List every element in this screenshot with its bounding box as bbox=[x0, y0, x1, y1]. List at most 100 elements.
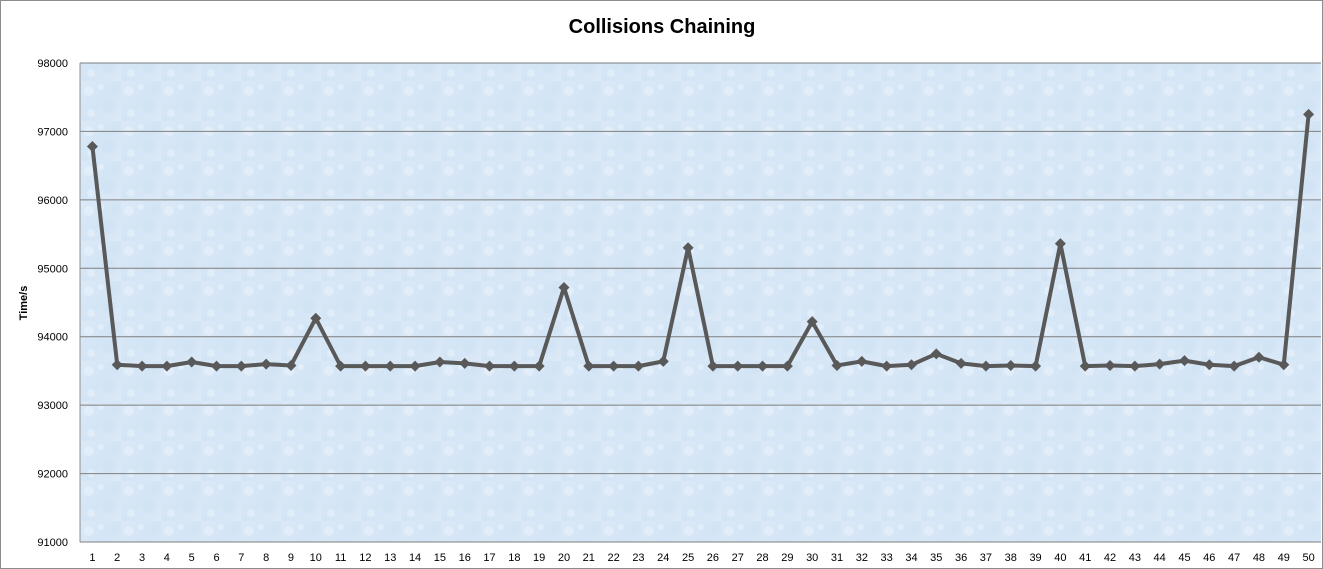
data-point bbox=[1129, 360, 1141, 372]
y-axis-ticks: 91000 92000 93000 94000 95000 96000 97000 98000 bbox=[37, 58, 68, 549]
x-tick-label: 27 bbox=[732, 552, 744, 564]
data-point bbox=[930, 348, 942, 360]
x-tick-label: 3 bbox=[139, 552, 145, 564]
x-tick-label: 19 bbox=[533, 552, 545, 564]
data-point bbox=[111, 359, 123, 371]
data-point bbox=[310, 312, 322, 324]
series-layer bbox=[86, 108, 1315, 372]
x-tick-label: 8 bbox=[263, 552, 269, 564]
x-tick-label: 12 bbox=[359, 552, 371, 564]
x-tick-label: 46 bbox=[1203, 552, 1215, 564]
x-tick-label: 38 bbox=[1005, 552, 1017, 564]
x-tick-label: 41 bbox=[1079, 552, 1091, 564]
x-tick-label: 43 bbox=[1129, 552, 1141, 564]
data-point bbox=[757, 360, 769, 372]
data-point bbox=[161, 360, 173, 372]
x-tick-label: 37 bbox=[980, 552, 992, 564]
data-point bbox=[1178, 355, 1190, 367]
y-tick-label: 91000 bbox=[37, 537, 68, 549]
x-tick-label: 30 bbox=[806, 552, 818, 564]
data-point bbox=[980, 360, 992, 372]
x-tick-label: 14 bbox=[409, 552, 421, 564]
x-tick-label: 33 bbox=[881, 552, 893, 564]
x-tick-label: 34 bbox=[905, 552, 917, 564]
x-tick-label: 40 bbox=[1054, 552, 1066, 564]
x-tick-label: 7 bbox=[238, 552, 244, 564]
x-tick-label: 49 bbox=[1278, 552, 1290, 564]
data-point bbox=[459, 357, 471, 369]
data-point bbox=[682, 242, 694, 254]
data-point bbox=[235, 360, 247, 372]
data-point bbox=[707, 360, 719, 372]
x-tick-label: 25 bbox=[682, 552, 694, 564]
x-tick-label: 5 bbox=[189, 552, 195, 564]
data-point bbox=[806, 316, 818, 328]
data-point bbox=[1030, 360, 1042, 372]
data-point bbox=[409, 360, 421, 372]
x-tick-label: 10 bbox=[310, 552, 322, 564]
data-point bbox=[1303, 108, 1315, 120]
data-point bbox=[657, 355, 669, 367]
x-tick-label: 47 bbox=[1228, 552, 1240, 564]
x-tick-label: 50 bbox=[1302, 552, 1314, 564]
y-tick-label: 93000 bbox=[37, 400, 68, 412]
data-point bbox=[136, 360, 148, 372]
x-tick-label: 31 bbox=[831, 552, 843, 564]
data-point bbox=[508, 360, 520, 372]
x-tick-label: 42 bbox=[1104, 552, 1116, 564]
x-tick-label: 2 bbox=[114, 552, 120, 564]
x-tick-label: 23 bbox=[632, 552, 644, 564]
data-point bbox=[1253, 351, 1265, 363]
x-tick-label: 21 bbox=[583, 552, 595, 564]
x-tick-label: 15 bbox=[434, 552, 446, 564]
data-point bbox=[558, 281, 570, 293]
y-tick-label: 94000 bbox=[37, 332, 68, 344]
x-tick-label: 26 bbox=[707, 552, 719, 564]
data-point bbox=[211, 360, 223, 372]
x-tick-label: 17 bbox=[483, 552, 495, 564]
data-point bbox=[881, 360, 893, 372]
x-tick-label: 29 bbox=[781, 552, 793, 564]
y-tick-label: 97000 bbox=[37, 126, 68, 138]
x-tick-label: 18 bbox=[508, 552, 520, 564]
data-point bbox=[260, 358, 272, 370]
x-axis-ticks: 1 2 3 4 5 6 7 8 9 10 11 12 13 14 15 16 17 18 19 20 21 22 23 24 2… bbox=[89, 552, 1314, 564]
chart-title: Collisions Chaining bbox=[569, 16, 756, 38]
x-tick-label: 24 bbox=[657, 552, 669, 564]
x-tick-label: 11 bbox=[335, 552, 346, 564]
y-tick-label: 96000 bbox=[37, 195, 68, 207]
y-tick-label: 98000 bbox=[37, 58, 68, 70]
data-point bbox=[434, 356, 446, 368]
x-tick-label: 22 bbox=[608, 552, 620, 564]
y-axis-label: Time/s bbox=[18, 286, 30, 321]
data-point bbox=[781, 360, 793, 372]
x-tick-label: 16 bbox=[459, 552, 471, 564]
x-tick-label: 32 bbox=[856, 552, 868, 564]
x-tick-label: 1 bbox=[89, 552, 95, 564]
data-point bbox=[732, 360, 744, 372]
x-tick-label: 45 bbox=[1178, 552, 1190, 564]
x-tick-label: 36 bbox=[955, 552, 967, 564]
y-tick-label: 95000 bbox=[37, 263, 68, 275]
data-point bbox=[1005, 359, 1017, 371]
y-tick-label: 92000 bbox=[37, 469, 68, 481]
data-point bbox=[285, 359, 297, 371]
x-tick-label: 13 bbox=[384, 552, 396, 564]
data-point bbox=[359, 360, 371, 372]
x-tick-label: 28 bbox=[756, 552, 768, 564]
data-point bbox=[608, 360, 620, 372]
x-tick-label: 44 bbox=[1154, 552, 1166, 564]
x-tick-label: 35 bbox=[930, 552, 942, 564]
data-point bbox=[1203, 359, 1215, 371]
data-point bbox=[1079, 360, 1091, 372]
gridlines bbox=[79, 62, 1321, 543]
data-point bbox=[484, 360, 496, 372]
x-tick-label: 20 bbox=[558, 552, 570, 564]
data-point bbox=[955, 357, 967, 369]
data-point bbox=[1104, 359, 1116, 371]
data-point bbox=[856, 355, 868, 367]
data-point bbox=[384, 360, 396, 372]
data-point bbox=[583, 360, 595, 372]
